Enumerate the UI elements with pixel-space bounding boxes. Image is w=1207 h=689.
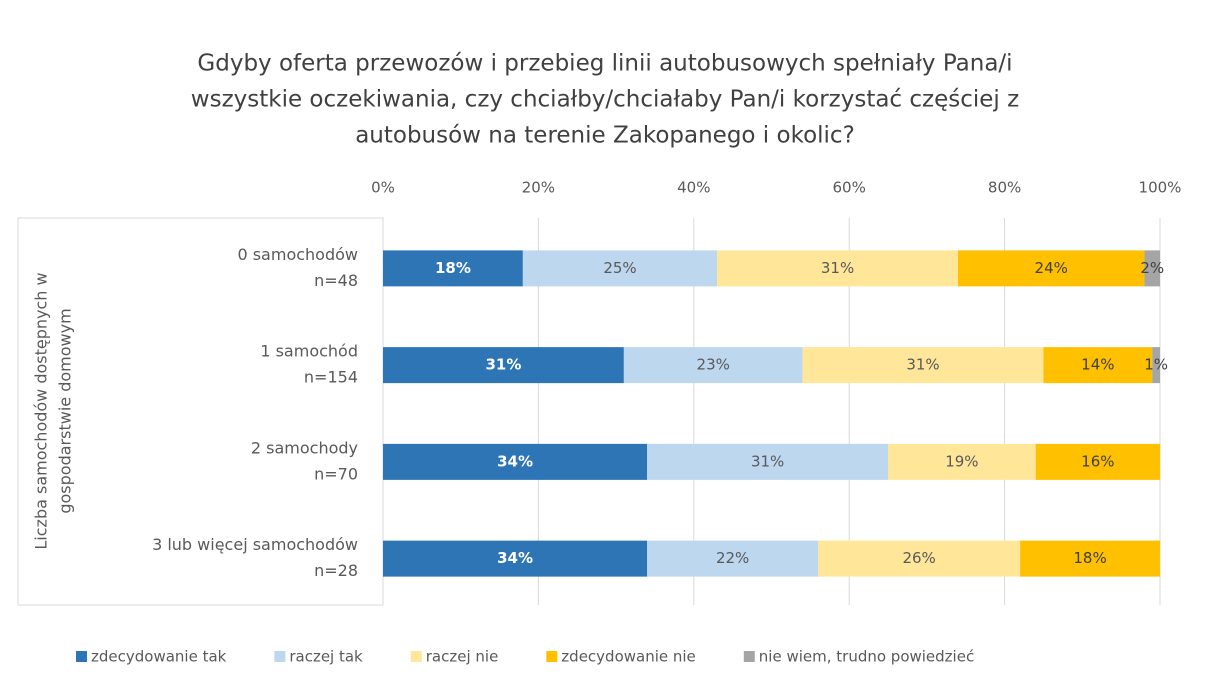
bar-segment bbox=[1043, 347, 1153, 384]
value-label: 16% bbox=[1081, 452, 1114, 470]
bar-segment bbox=[383, 347, 624, 384]
value-label: 25% bbox=[603, 259, 636, 277]
bar-segment bbox=[888, 443, 1036, 480]
value-label: 19% bbox=[945, 452, 978, 470]
bar-segment bbox=[1020, 540, 1160, 577]
bar-segment bbox=[383, 250, 523, 287]
y-tick-label: 2 samochody bbox=[251, 438, 358, 457]
chart-title: autobusów na terenie Zakopanego i okolic… bbox=[355, 123, 855, 149]
value-label: 31% bbox=[821, 259, 854, 277]
y-tick-label: n=48 bbox=[314, 271, 358, 290]
x-tick-label: 80% bbox=[988, 179, 1021, 197]
legend-label: raczej tak bbox=[289, 648, 363, 666]
y-tick-label: n=70 bbox=[314, 464, 358, 483]
legend-swatch bbox=[546, 651, 558, 662]
x-tick-label: 40% bbox=[677, 179, 710, 197]
value-label: 2% bbox=[1140, 259, 1164, 277]
bar-segment bbox=[1035, 443, 1160, 480]
y-axis-label-line: gospodarstwie domowym bbox=[56, 308, 75, 513]
x-tick-label: 20% bbox=[522, 179, 555, 197]
value-label: 23% bbox=[697, 356, 730, 374]
y-tick-label: 0 samochodów bbox=[237, 245, 358, 264]
bar-segment bbox=[1152, 347, 1160, 384]
bar-segment bbox=[623, 347, 803, 384]
value-label: 14% bbox=[1081, 356, 1114, 374]
bar-segment bbox=[802, 347, 1044, 384]
value-label: 31% bbox=[906, 356, 939, 374]
bar-segment bbox=[647, 443, 889, 480]
value-label: 34% bbox=[497, 452, 533, 470]
legend-swatch bbox=[743, 651, 755, 662]
bar-segment bbox=[647, 540, 819, 577]
value-label: 31% bbox=[485, 356, 521, 374]
x-tick-label: 100% bbox=[1139, 179, 1182, 197]
y-axis-label: Liczba samochodów dostępnych w gospodars… bbox=[32, 272, 75, 549]
y-axis-label-line: Liczba samochodów dostępnych w bbox=[32, 272, 51, 549]
legend-label: zdecydowanie nie bbox=[561, 648, 695, 666]
x-tick-label: 60% bbox=[833, 179, 866, 197]
bar-segment bbox=[383, 540, 648, 577]
legend-swatch bbox=[274, 651, 286, 662]
y-tick-label: n=28 bbox=[314, 561, 358, 580]
legend-label: zdecydowanie tak bbox=[91, 648, 227, 666]
chart-title: wszystkie oczekiwania, czy chciałby/chci… bbox=[191, 87, 1019, 113]
y-tick-label: n=154 bbox=[304, 368, 358, 387]
bar-segment bbox=[383, 443, 648, 480]
x-tick-label: 0% bbox=[371, 179, 395, 197]
value-label: 18% bbox=[435, 259, 471, 277]
value-label: 22% bbox=[716, 549, 749, 567]
y-tick-label: 1 samochód bbox=[260, 342, 358, 361]
bar-segment bbox=[818, 540, 1021, 577]
bar-segment bbox=[522, 250, 718, 287]
legend-swatch bbox=[76, 651, 87, 662]
chart-title: Gdyby oferta przewozów i przebieg linii … bbox=[197, 51, 1012, 77]
value-label: 1% bbox=[1144, 356, 1168, 374]
bar-segment bbox=[1144, 250, 1160, 287]
value-label: 24% bbox=[1035, 259, 1068, 277]
value-label: 18% bbox=[1073, 549, 1106, 567]
legend-label: nie wiem, trudno powiedzieć bbox=[759, 648, 974, 666]
value-label: 34% bbox=[497, 549, 533, 567]
y-tick-label: 3 lub więcej samochodów bbox=[152, 535, 358, 554]
bar-segment bbox=[717, 250, 958, 287]
value-label: 26% bbox=[902, 549, 935, 567]
legend-swatch bbox=[410, 651, 422, 662]
value-label: 31% bbox=[751, 452, 784, 470]
bar-segment bbox=[957, 250, 1145, 287]
legend-label: raczej nie bbox=[426, 648, 499, 666]
